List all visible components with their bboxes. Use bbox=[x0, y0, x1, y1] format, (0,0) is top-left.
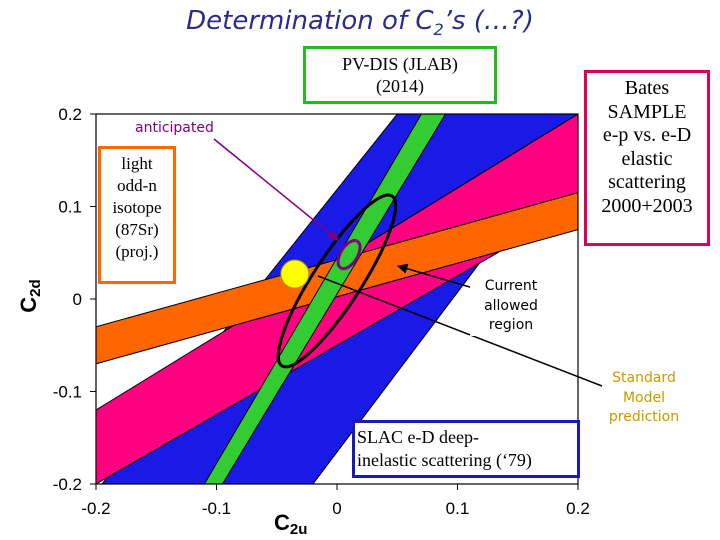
standard-model-point bbox=[280, 259, 310, 289]
sm-line-1: Standard bbox=[612, 370, 676, 386]
y-tick-label: 0 bbox=[73, 290, 82, 309]
title-suffix: ’s (…?) bbox=[443, 6, 534, 36]
x-tick-label: 0.1 bbox=[446, 499, 470, 518]
allowed-region-ellipse bbox=[276, 193, 398, 369]
bates-line-6: 2000+2003 bbox=[601, 194, 693, 217]
isotope-line-5: (proj.) bbox=[115, 242, 159, 261]
isotope-line-1: light bbox=[121, 154, 153, 173]
current-region-arrow bbox=[396, 263, 481, 291]
current-line-1: Current bbox=[484, 278, 538, 294]
anticipated-ellipse bbox=[336, 239, 362, 271]
x-axis-label-main: C bbox=[274, 510, 290, 535]
bates-line-2: SAMPLE bbox=[607, 100, 687, 123]
x-axis-label: C2u bbox=[274, 510, 307, 538]
slide-title: Determination of C2’s (…?) bbox=[0, 6, 720, 39]
current-line-3: region bbox=[488, 317, 534, 333]
bates-line-4: elastic bbox=[621, 147, 673, 170]
y-axis-label-main: C bbox=[16, 297, 41, 313]
annotation-arrows bbox=[213, 138, 603, 387]
y-tick-label: -0.2 bbox=[53, 475, 82, 494]
pvdis-label-box: PV-DIS (JLAB) (2014) bbox=[303, 46, 497, 104]
title-prefix: Determination of C bbox=[186, 6, 434, 36]
pvdis-band bbox=[203, 114, 447, 484]
bates-line-1: Bates bbox=[624, 77, 670, 99]
y-axis-label: C2d bbox=[16, 279, 44, 312]
bates-line-3: e-p vs. e-D bbox=[602, 124, 692, 146]
isotope-label-box: light odd-n isotope (87Sr) (proj.) bbox=[98, 146, 176, 284]
x-tick-label: 0 bbox=[332, 499, 341, 518]
x-tick-label: -0.1 bbox=[202, 499, 231, 518]
pvdis-line-1: PV-DIS (JLAB) bbox=[342, 54, 458, 74]
slac-label-box: SLAC e-D deep- inelastic scattering (‘79… bbox=[352, 420, 580, 478]
bates-band bbox=[96, 114, 578, 484]
anticipated-label: anticipated bbox=[135, 120, 214, 136]
sm-line-3: prediction bbox=[608, 409, 680, 425]
title-subscript: 2 bbox=[433, 20, 444, 40]
sm-line-2: Model bbox=[622, 389, 666, 406]
x-tick-label: -0.2 bbox=[81, 499, 110, 518]
y-axis-label-sub: 2d bbox=[27, 279, 44, 297]
bates-line-5: scattering bbox=[608, 171, 686, 193]
x-tick-label: 0.2 bbox=[566, 499, 590, 518]
standard-model-label: Standard Model prediction bbox=[592, 369, 696, 428]
current-line-2: allowed bbox=[484, 297, 538, 314]
slac-line-1: SLAC e-D deep- bbox=[357, 427, 479, 447]
anticipated-arrow bbox=[213, 138, 339, 241]
y-tick-label: -0.1 bbox=[53, 383, 82, 402]
isotope-line-4: (87Sr) bbox=[115, 220, 159, 239]
pvdis-line-2: (2014) bbox=[376, 76, 424, 96]
slac-line-2: inelastic scattering (‘79) bbox=[357, 450, 532, 470]
y-tick-label: 0.1 bbox=[58, 198, 82, 217]
axis-ticks: -0.2 -0.1 0 0.1 0.2 0.2 0.1 0 -0.1 -0.2 bbox=[53, 105, 590, 518]
isotope-line-3: isotope bbox=[112, 198, 162, 217]
standard-model-line bbox=[317, 275, 603, 387]
plot-area bbox=[96, 114, 578, 484]
bates-label-box: Bates SAMPLE e-p vs. e-D elastic scatter… bbox=[584, 70, 710, 246]
current-region-label: Current allowed region bbox=[470, 277, 552, 336]
y-tick-label: 0.2 bbox=[58, 105, 82, 124]
isotope-line-2: odd-n bbox=[117, 176, 157, 195]
x-axis-label-sub: 2u bbox=[290, 521, 308, 538]
